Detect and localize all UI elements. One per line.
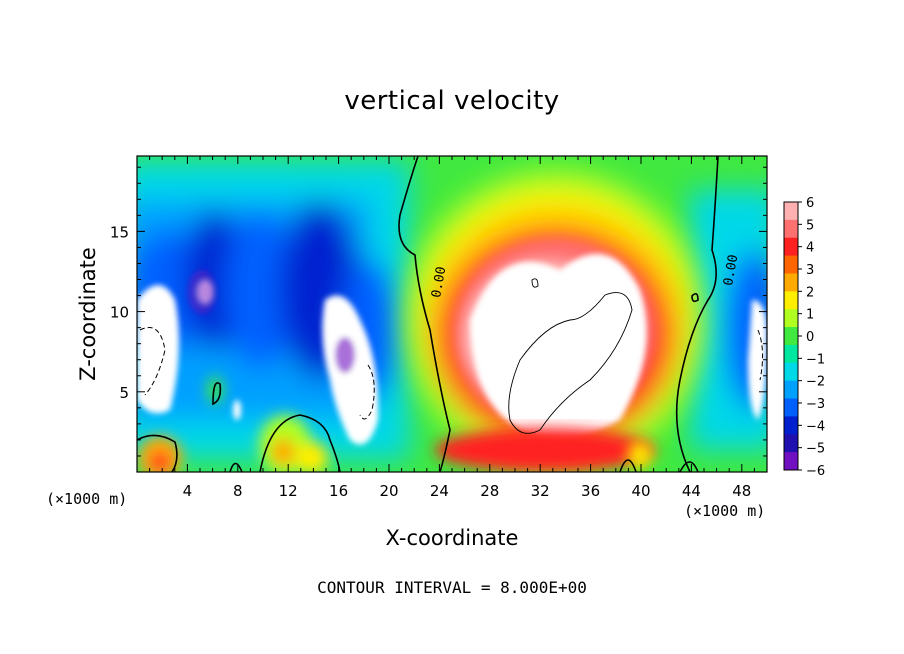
colorbar-tick-label: −1 (806, 352, 825, 367)
contour-zero-right (675, 156, 719, 472)
colorbar-swatch (784, 219, 798, 239)
colorbar-swatch (784, 327, 798, 346)
x-tick-label: 4 (183, 482, 193, 500)
field-fill (137, 156, 767, 472)
colorbar-tick-label: 4 (806, 241, 814, 256)
contour-zero-left (398, 156, 451, 472)
x-ticks: 4 8 12 16 20 24 28 32 36 40 44 48 (149, 156, 755, 500)
colorbar-swatch (784, 434, 798, 453)
colorbar-tick-label: −2 (806, 375, 825, 390)
contour-updraft-core (508, 292, 633, 434)
x-tick-label: 20 (379, 482, 398, 500)
x-tick-label: 24 (430, 482, 449, 500)
contour-cell-3 (212, 382, 222, 406)
colorbar-swatch (784, 237, 798, 257)
colorbar-swatch (784, 291, 798, 310)
colorbar-tick-label: 3 (806, 263, 814, 278)
contour-cell-2 (259, 414, 341, 472)
x-unit-left: (×1000 m) (46, 490, 128, 508)
colorbar-swatch (784, 309, 798, 328)
colorbar-swatch (784, 273, 798, 292)
contour-label-right: 0.00 (721, 254, 741, 287)
x-tick-label: 44 (682, 482, 701, 500)
contour-updraft-small (531, 278, 539, 288)
x-tick-label: 48 (732, 482, 751, 500)
contour-cell-1 (137, 434, 178, 472)
colorbar-tick-label: −6 (806, 464, 825, 479)
colorbar-swatch (784, 452, 798, 471)
y-tick-label: 5 (119, 384, 129, 402)
updraft-base (435, 428, 655, 472)
x-tick-label: 32 (531, 482, 550, 500)
colorbar-swatch (784, 416, 798, 435)
colorbar-tick-label: 1 (806, 308, 814, 323)
colorbar-tick-label: −3 (806, 397, 825, 412)
contour-thin (508, 278, 633, 434)
x-tick-label: 8 (233, 482, 243, 500)
chart-title: vertical velocity (344, 86, 560, 116)
colorbar-swatch (784, 344, 798, 364)
downdraft-extremes (137, 270, 767, 445)
x-tick-label: 28 (480, 482, 499, 500)
colorbar-tick-label: −5 (806, 442, 825, 457)
contour-cell-4 (229, 462, 243, 472)
surface-cells (138, 376, 652, 472)
contour-neg-right (757, 329, 764, 381)
contour-cell-6 (679, 461, 699, 472)
contour-dashed (139, 327, 764, 420)
x-unit-right: (×1000 m) (684, 502, 766, 520)
y-tick-label: 10 (110, 304, 129, 322)
colorbar-tick-label: −4 (806, 419, 825, 434)
colorbar-tick-label: 2 (806, 285, 814, 300)
contour-cell-5 (619, 459, 637, 472)
contour-neg-mid (359, 364, 375, 420)
contour-neg-left (139, 327, 166, 396)
colorbar: 6 5 4 3 2 1 0 −1 −2 −3 −4 −5 −6 (783, 196, 825, 479)
colorbar-tick-label: 6 (806, 196, 814, 211)
contour-cell-7 (691, 292, 699, 303)
colorbar-swatch (784, 398, 798, 417)
x-tick-label: 36 (581, 482, 600, 500)
x-axis-label: X-coordinate (385, 526, 519, 550)
x-tick-label: 16 (329, 482, 348, 500)
updraft-white (470, 254, 647, 438)
colorbar-tick-label: 5 (806, 218, 814, 233)
y-ticks: 5 10 15 (110, 166, 767, 457)
contour-label-left: 0.00 (429, 266, 449, 299)
colorbar-swatch (784, 362, 798, 382)
colorbar-tick-label: 0 (806, 330, 814, 345)
colorbar-swatch (784, 380, 798, 400)
contour-interval-note: CONTOUR INTERVAL = 8.000E+00 (317, 578, 587, 597)
colorbar-swatch (784, 255, 798, 274)
y-tick-label: 15 (110, 223, 129, 241)
x-tick-label: 12 (279, 482, 298, 500)
contour-lines (137, 156, 719, 472)
x-tick-label: 40 (631, 482, 650, 500)
colorbar-swatch (784, 202, 798, 221)
